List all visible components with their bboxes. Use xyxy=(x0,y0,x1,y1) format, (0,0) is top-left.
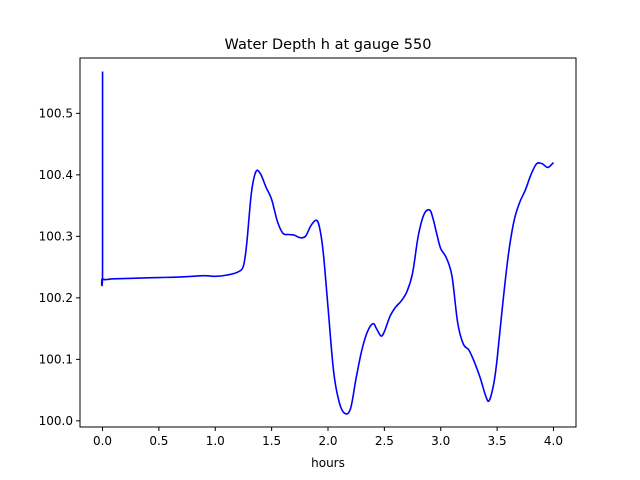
series-line xyxy=(100,71,555,415)
x-tick-label: 3.5 xyxy=(488,434,507,448)
y-tick-label: 100.2 xyxy=(39,291,73,305)
y-tick-label: 100.1 xyxy=(39,352,73,366)
x-axis: 0.0 0.5 1.0 1.5 2.0 2.5 3.0 3.5 4.0 xyxy=(93,427,563,448)
plot-frame xyxy=(79,57,577,428)
x-tick-label: 2.0 xyxy=(318,434,337,448)
x-tick-label: 1.5 xyxy=(262,434,281,448)
x-tick-label: 0.5 xyxy=(149,434,168,448)
plot-area xyxy=(100,71,555,415)
chart-title: Water Depth h at gauge 550 xyxy=(225,37,432,53)
x-tick-label: 4.0 xyxy=(544,434,563,448)
x-axis-label: hours xyxy=(311,456,345,470)
x-tick-label: 2.5 xyxy=(375,434,394,448)
y-tick-label: 100.4 xyxy=(39,168,73,182)
y-tick-label: 100.0 xyxy=(39,414,73,428)
y-tick-label: 100.5 xyxy=(39,106,73,120)
x-tick-label: 1.0 xyxy=(206,434,225,448)
x-tick-label: 3.0 xyxy=(431,434,450,448)
y-axis: 100.0 100.1 100.2 100.3 100.4 100.5 xyxy=(39,106,80,428)
y-tick-label: 100.3 xyxy=(39,229,73,243)
x-tick-label: 0.0 xyxy=(93,434,112,448)
